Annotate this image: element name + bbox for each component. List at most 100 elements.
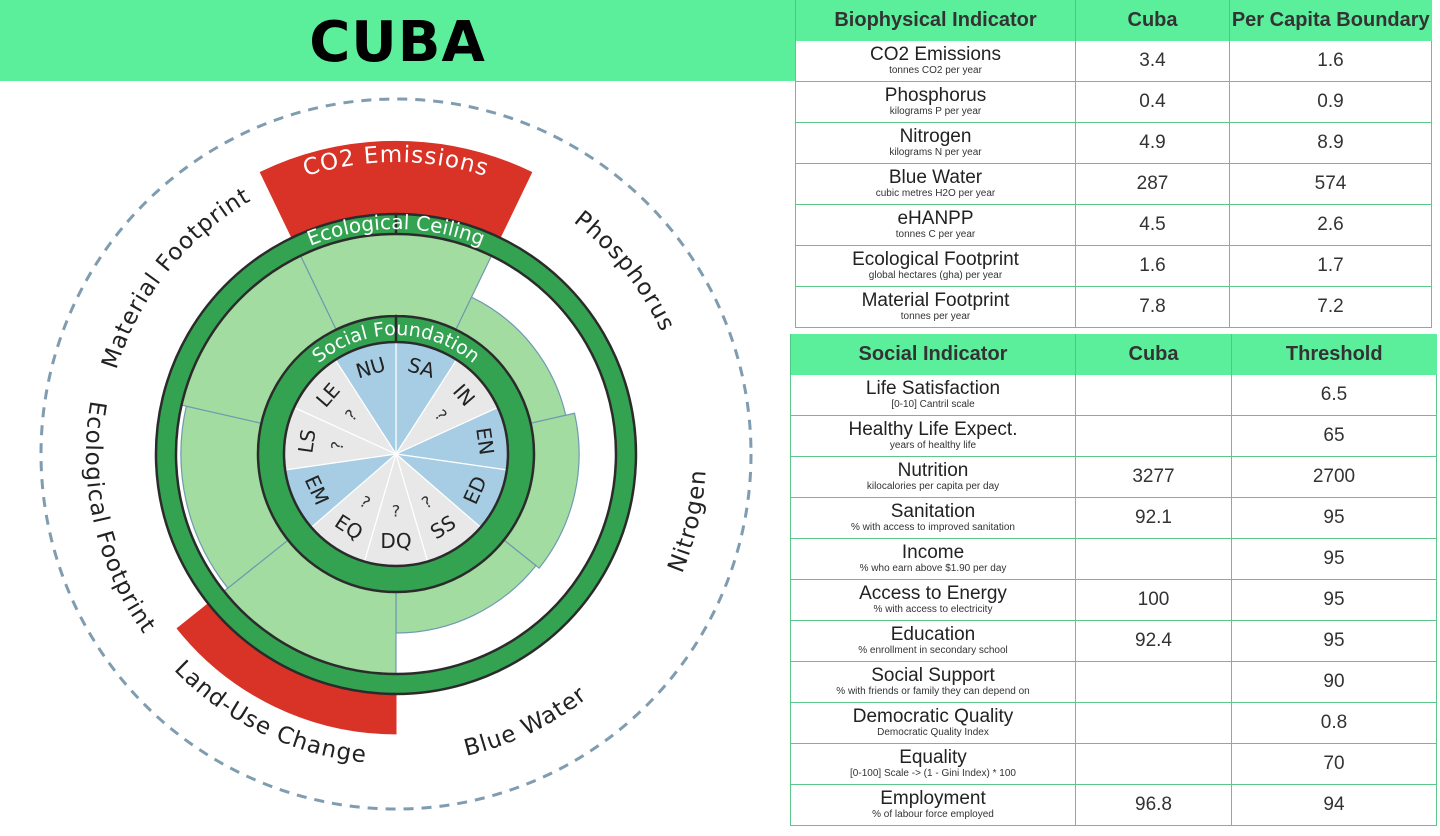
indicator-name: CO2 Emissions bbox=[870, 44, 1001, 66]
social-row: Healthy Life Expect. years of healthy lif… bbox=[790, 415, 1437, 457]
wedge-label-nitrogen: Nitrogen bbox=[663, 468, 711, 576]
biophysical-row: Phosphorus kilograms P per year 0.4 0.9 bbox=[795, 81, 1432, 123]
social-threshold-cell: 90 bbox=[1231, 661, 1437, 703]
indicator-unit: kilocalories per capita per day bbox=[866, 481, 1000, 493]
indicator-unit: tonnes CO2 per year bbox=[889, 65, 982, 77]
indicator-unit: global hectares (gha) per year bbox=[868, 270, 1003, 282]
social-threshold-cell: 94 bbox=[1231, 784, 1437, 826]
social-value-cell bbox=[1075, 661, 1232, 703]
indicator-unit: tonnes C per year bbox=[895, 229, 976, 241]
social-unknown-mark: ? bbox=[392, 502, 401, 521]
wedge-label-text: Blue Water bbox=[461, 681, 591, 761]
social-row: Employment% of labour force employed 96.8… bbox=[790, 784, 1437, 826]
indicator-name: eHANPP bbox=[897, 208, 974, 230]
wedge-label-ecological-footprint: Ecological Footprint bbox=[80, 399, 161, 638]
social-header-indicator: Social Indicator bbox=[790, 334, 1076, 375]
indicator-unit: % who earn above $1.90 per day bbox=[859, 563, 1007, 575]
indicator-unit: kilograms N per year bbox=[889, 147, 982, 159]
biophysical-value-cell: 0.4 bbox=[1075, 81, 1230, 123]
social-threshold-cell: 95 bbox=[1231, 538, 1437, 580]
biophysical-row: CO2 Emissions tonnes CO2 per year 3.4 1.6 bbox=[795, 41, 1432, 82]
biophysical-boundary-cell: 1.6 bbox=[1229, 41, 1432, 82]
indicator-unit: % with friends or family they can depend… bbox=[836, 686, 1030, 698]
social-indicator-cell: Democratic Quality Democratic Quality Ind… bbox=[790, 702, 1076, 744]
biophysical-indicator-cell: Phosphorus kilograms P per year bbox=[795, 81, 1076, 123]
indicator-unit: % of labour force employed bbox=[872, 809, 994, 821]
social-indicator-cell: Education% enrollment in secondary schoo… bbox=[790, 620, 1076, 662]
social-indicator-cell: Sanitation% with access to improved sani… bbox=[790, 497, 1076, 539]
indicator-name: Phosphorus bbox=[884, 85, 987, 107]
social-row: Sanitation% with access to improved sani… bbox=[790, 497, 1437, 539]
social-label-dq: DQ bbox=[380, 529, 411, 553]
indicator-unit: cubic metres H2O per year bbox=[875, 188, 996, 200]
biophysical-row: Nitrogen kilograms N per year 4.9 8.9 bbox=[795, 122, 1432, 164]
page-title: CUBA bbox=[309, 10, 486, 75]
indicator-unit: % with access to improved sanitation bbox=[851, 522, 1015, 534]
indicator-unit: tonnes per year bbox=[900, 311, 971, 323]
social-indicator-cell: Healthy Life Expect. years of healthy lif… bbox=[790, 415, 1076, 457]
social-threshold-cell: 65 bbox=[1231, 415, 1437, 457]
biophysical-header-row: Biophysical Indicator Cuba Per Capita Bo… bbox=[795, 0, 1432, 41]
indicator-unit: kilograms P per year bbox=[889, 106, 982, 118]
wedge-label-blue-water: Blue Water bbox=[461, 681, 592, 761]
biophysical-header-country: Cuba bbox=[1075, 0, 1230, 41]
social-value-cell: 92.4 bbox=[1075, 620, 1232, 662]
indicator-name: Equality bbox=[899, 747, 967, 769]
social-threshold-cell: 95 bbox=[1231, 497, 1437, 539]
social-indicator-cell: Income% who earn above $1.90 per day bbox=[790, 538, 1076, 580]
social-value-cell: 92.1 bbox=[1075, 497, 1232, 539]
social-table: Social Indicator Cuba Threshold Life Sat… bbox=[790, 334, 1437, 826]
social-value-cell bbox=[1075, 538, 1232, 580]
indicator-name: Democratic Quality bbox=[852, 706, 1014, 728]
outer-dashed-circle bbox=[39, 97, 753, 811]
indicator-unit: % with access to electricity bbox=[873, 604, 993, 616]
indicator-name: Income bbox=[901, 542, 965, 564]
biophysical-value-cell: 4.5 bbox=[1075, 204, 1230, 246]
biophysical-header-boundary: Per Capita Boundary bbox=[1229, 0, 1432, 41]
biophysical-row: Material Footprint tonnes per year 7.8 7.2 bbox=[795, 286, 1432, 328]
indicator-unit: years of healthy life bbox=[889, 440, 977, 452]
social-threshold-cell: 95 bbox=[1231, 620, 1437, 662]
social-value-cell bbox=[1075, 415, 1232, 457]
social-row: Democratic Quality Democratic Quality Ind… bbox=[790, 702, 1437, 744]
indicator-name: Healthy Life Expect. bbox=[848, 419, 1018, 441]
social-indicator-cell: Life Satisfaction [0-10] Cantril scale bbox=[790, 375, 1076, 416]
indicator-unit: % enrollment in secondary school bbox=[858, 645, 1008, 657]
social-row: Education% enrollment in secondary schoo… bbox=[790, 620, 1437, 662]
wedge-label-text: Ecological Footprint bbox=[80, 399, 160, 638]
indicator-name: Blue Water bbox=[888, 167, 983, 189]
social-row: Access to Energy% with access to electri… bbox=[790, 579, 1437, 621]
biophysical-header-indicator: Biophysical Indicator bbox=[795, 0, 1076, 41]
indicator-name: Material Footprint bbox=[861, 290, 1010, 312]
social-label-ls: LS bbox=[293, 428, 320, 455]
social-header-threshold: Threshold bbox=[1231, 334, 1437, 375]
indicator-name: Access to Energy bbox=[859, 583, 1007, 605]
biophysical-value-cell: 3.4 bbox=[1075, 41, 1230, 82]
social-value-cell: 3277 bbox=[1075, 456, 1232, 498]
biophysical-value-cell: 1.6 bbox=[1075, 245, 1230, 287]
biophysical-row: Ecological Footprint global hectares (gha… bbox=[795, 245, 1432, 287]
social-label-en: EN bbox=[471, 426, 499, 457]
indicator-unit: Democratic Quality Index bbox=[877, 727, 989, 739]
biophysical-table: Biophysical Indicator Cuba Per Capita Bo… bbox=[795, 0, 1432, 328]
ecological-ceiling-ring bbox=[154, 212, 638, 696]
biophysical-indicator-cell: Blue Water cubic metres H2O per year bbox=[795, 163, 1076, 205]
social-value-cell: 100 bbox=[1075, 579, 1232, 621]
biophysical-boundary-cell: 574 bbox=[1229, 163, 1432, 205]
biophysical-indicator-cell: CO2 Emissions tonnes CO2 per year bbox=[795, 41, 1076, 82]
biophysical-value-cell: 7.8 bbox=[1075, 286, 1230, 328]
indicator-unit: [0-10] Cantril scale bbox=[891, 399, 975, 411]
indicator-name: Life Satisfaction bbox=[865, 378, 1001, 400]
social-value-cell bbox=[1075, 743, 1232, 785]
social-threshold-cell: 0.8 bbox=[1231, 702, 1437, 744]
indicator-name: Employment bbox=[880, 788, 986, 810]
biophysical-row: Blue Water cubic metres H2O per year 287 57… bbox=[795, 163, 1432, 205]
social-threshold-cell: 95 bbox=[1231, 579, 1437, 621]
social-header-row: Social Indicator Cuba Threshold bbox=[790, 334, 1437, 375]
social-foundation-ring bbox=[256, 314, 536, 594]
social-value-cell: 96.8 bbox=[1075, 784, 1232, 826]
social-row: Income% who earn above $1.90 per day 95 bbox=[790, 538, 1437, 580]
indicator-name: Nutrition bbox=[897, 460, 969, 482]
social-header-country: Cuba bbox=[1075, 334, 1232, 375]
